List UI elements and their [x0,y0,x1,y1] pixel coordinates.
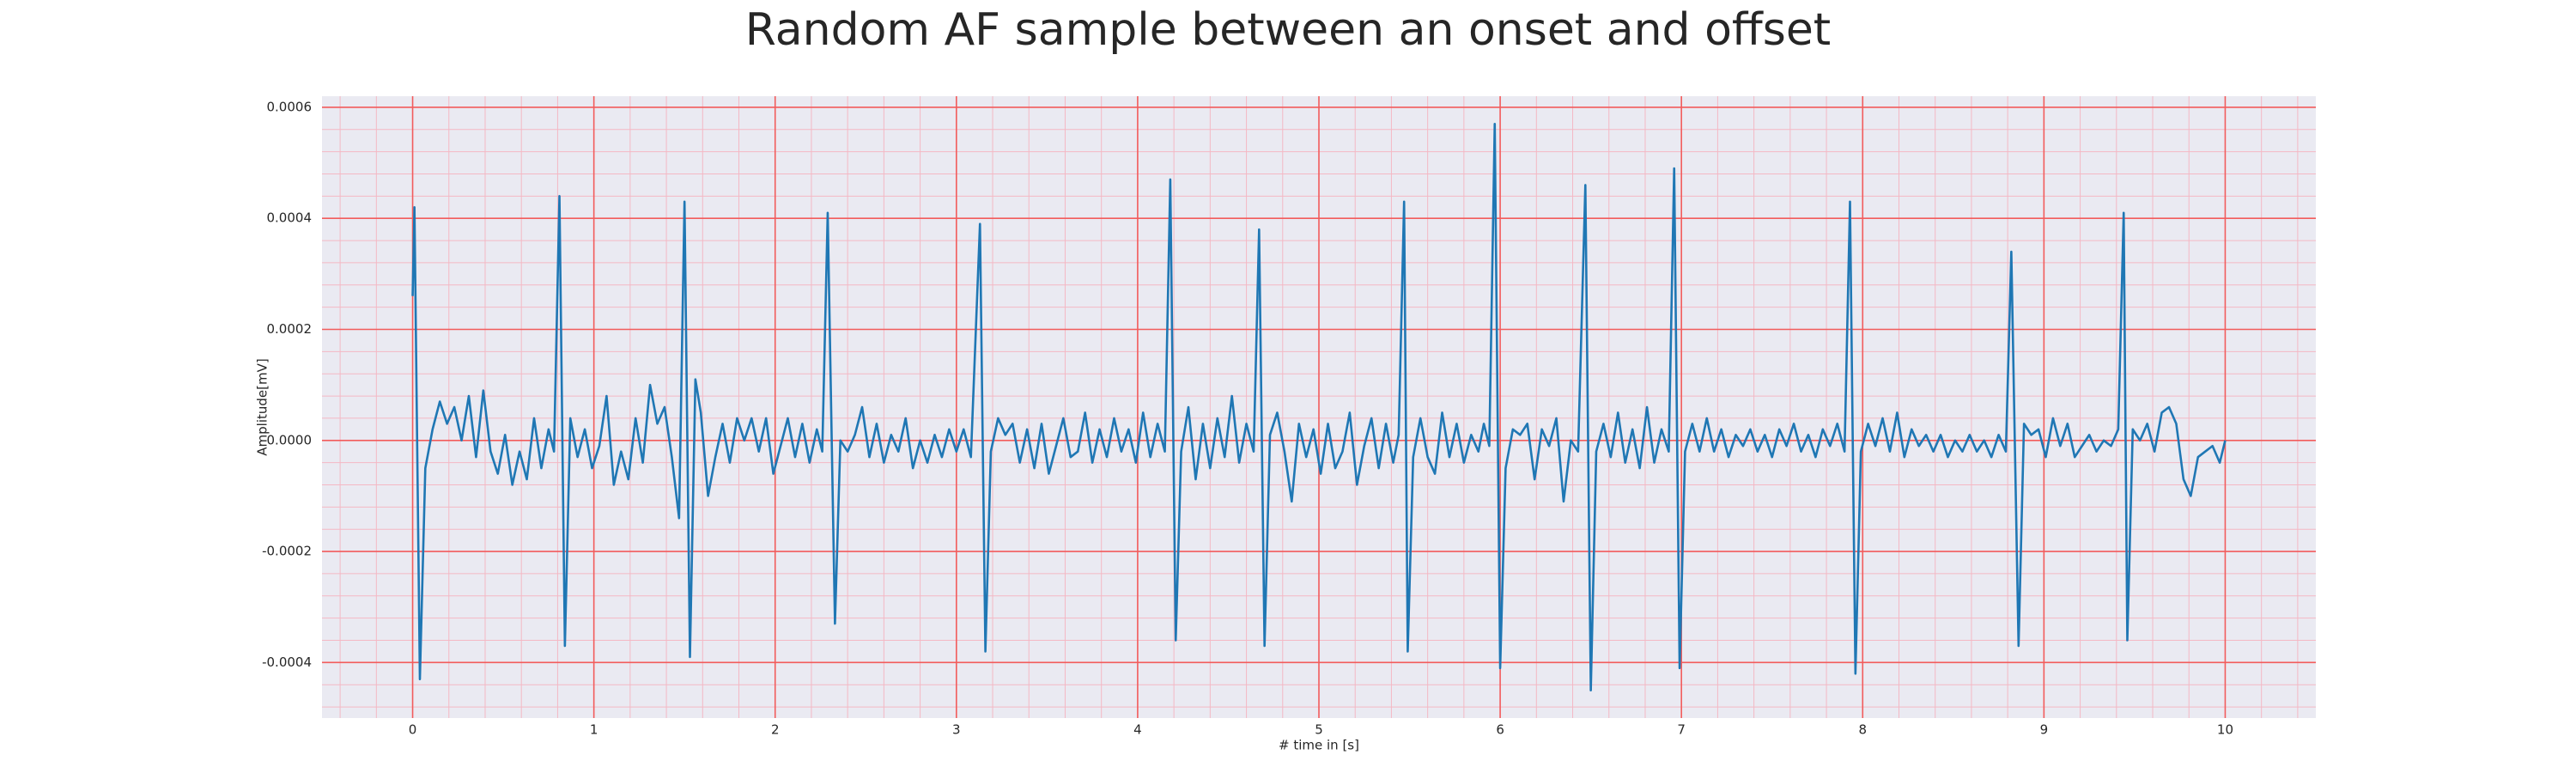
x-tick-label: 4 [1133,722,1142,738]
x-tick-label: 9 [2040,722,2049,738]
x-tick-label: 1 [590,722,598,738]
x-tick-label: 8 [1858,722,1867,738]
data-line [411,123,2227,691]
y-tick-label: -0.0004 [262,654,312,670]
chart-title: Random AF sample between an onset and of… [745,4,1831,56]
x-tick-label: 6 [1496,722,1504,738]
y-tick-label: 0.0004 [267,210,313,226]
x-tick-label: 0 [409,722,417,738]
x-axis-label: # time in [s] [1279,738,1359,753]
x-tick-label: 10 [2217,722,2233,738]
x-tick-label: 3 [952,722,961,738]
y-tick-label: 0.0002 [267,321,313,337]
y-tick-label: 0.0006 [267,99,313,114]
y-tick-label: -0.0002 [262,544,312,559]
x-tick-label: 5 [1315,722,1323,738]
y-tick-label: 0.0000 [267,432,313,447]
x-tick-label: 2 [771,722,780,738]
x-tick-label: 7 [1677,722,1686,738]
y-axis-label: Amplitude[mV] [255,358,270,455]
